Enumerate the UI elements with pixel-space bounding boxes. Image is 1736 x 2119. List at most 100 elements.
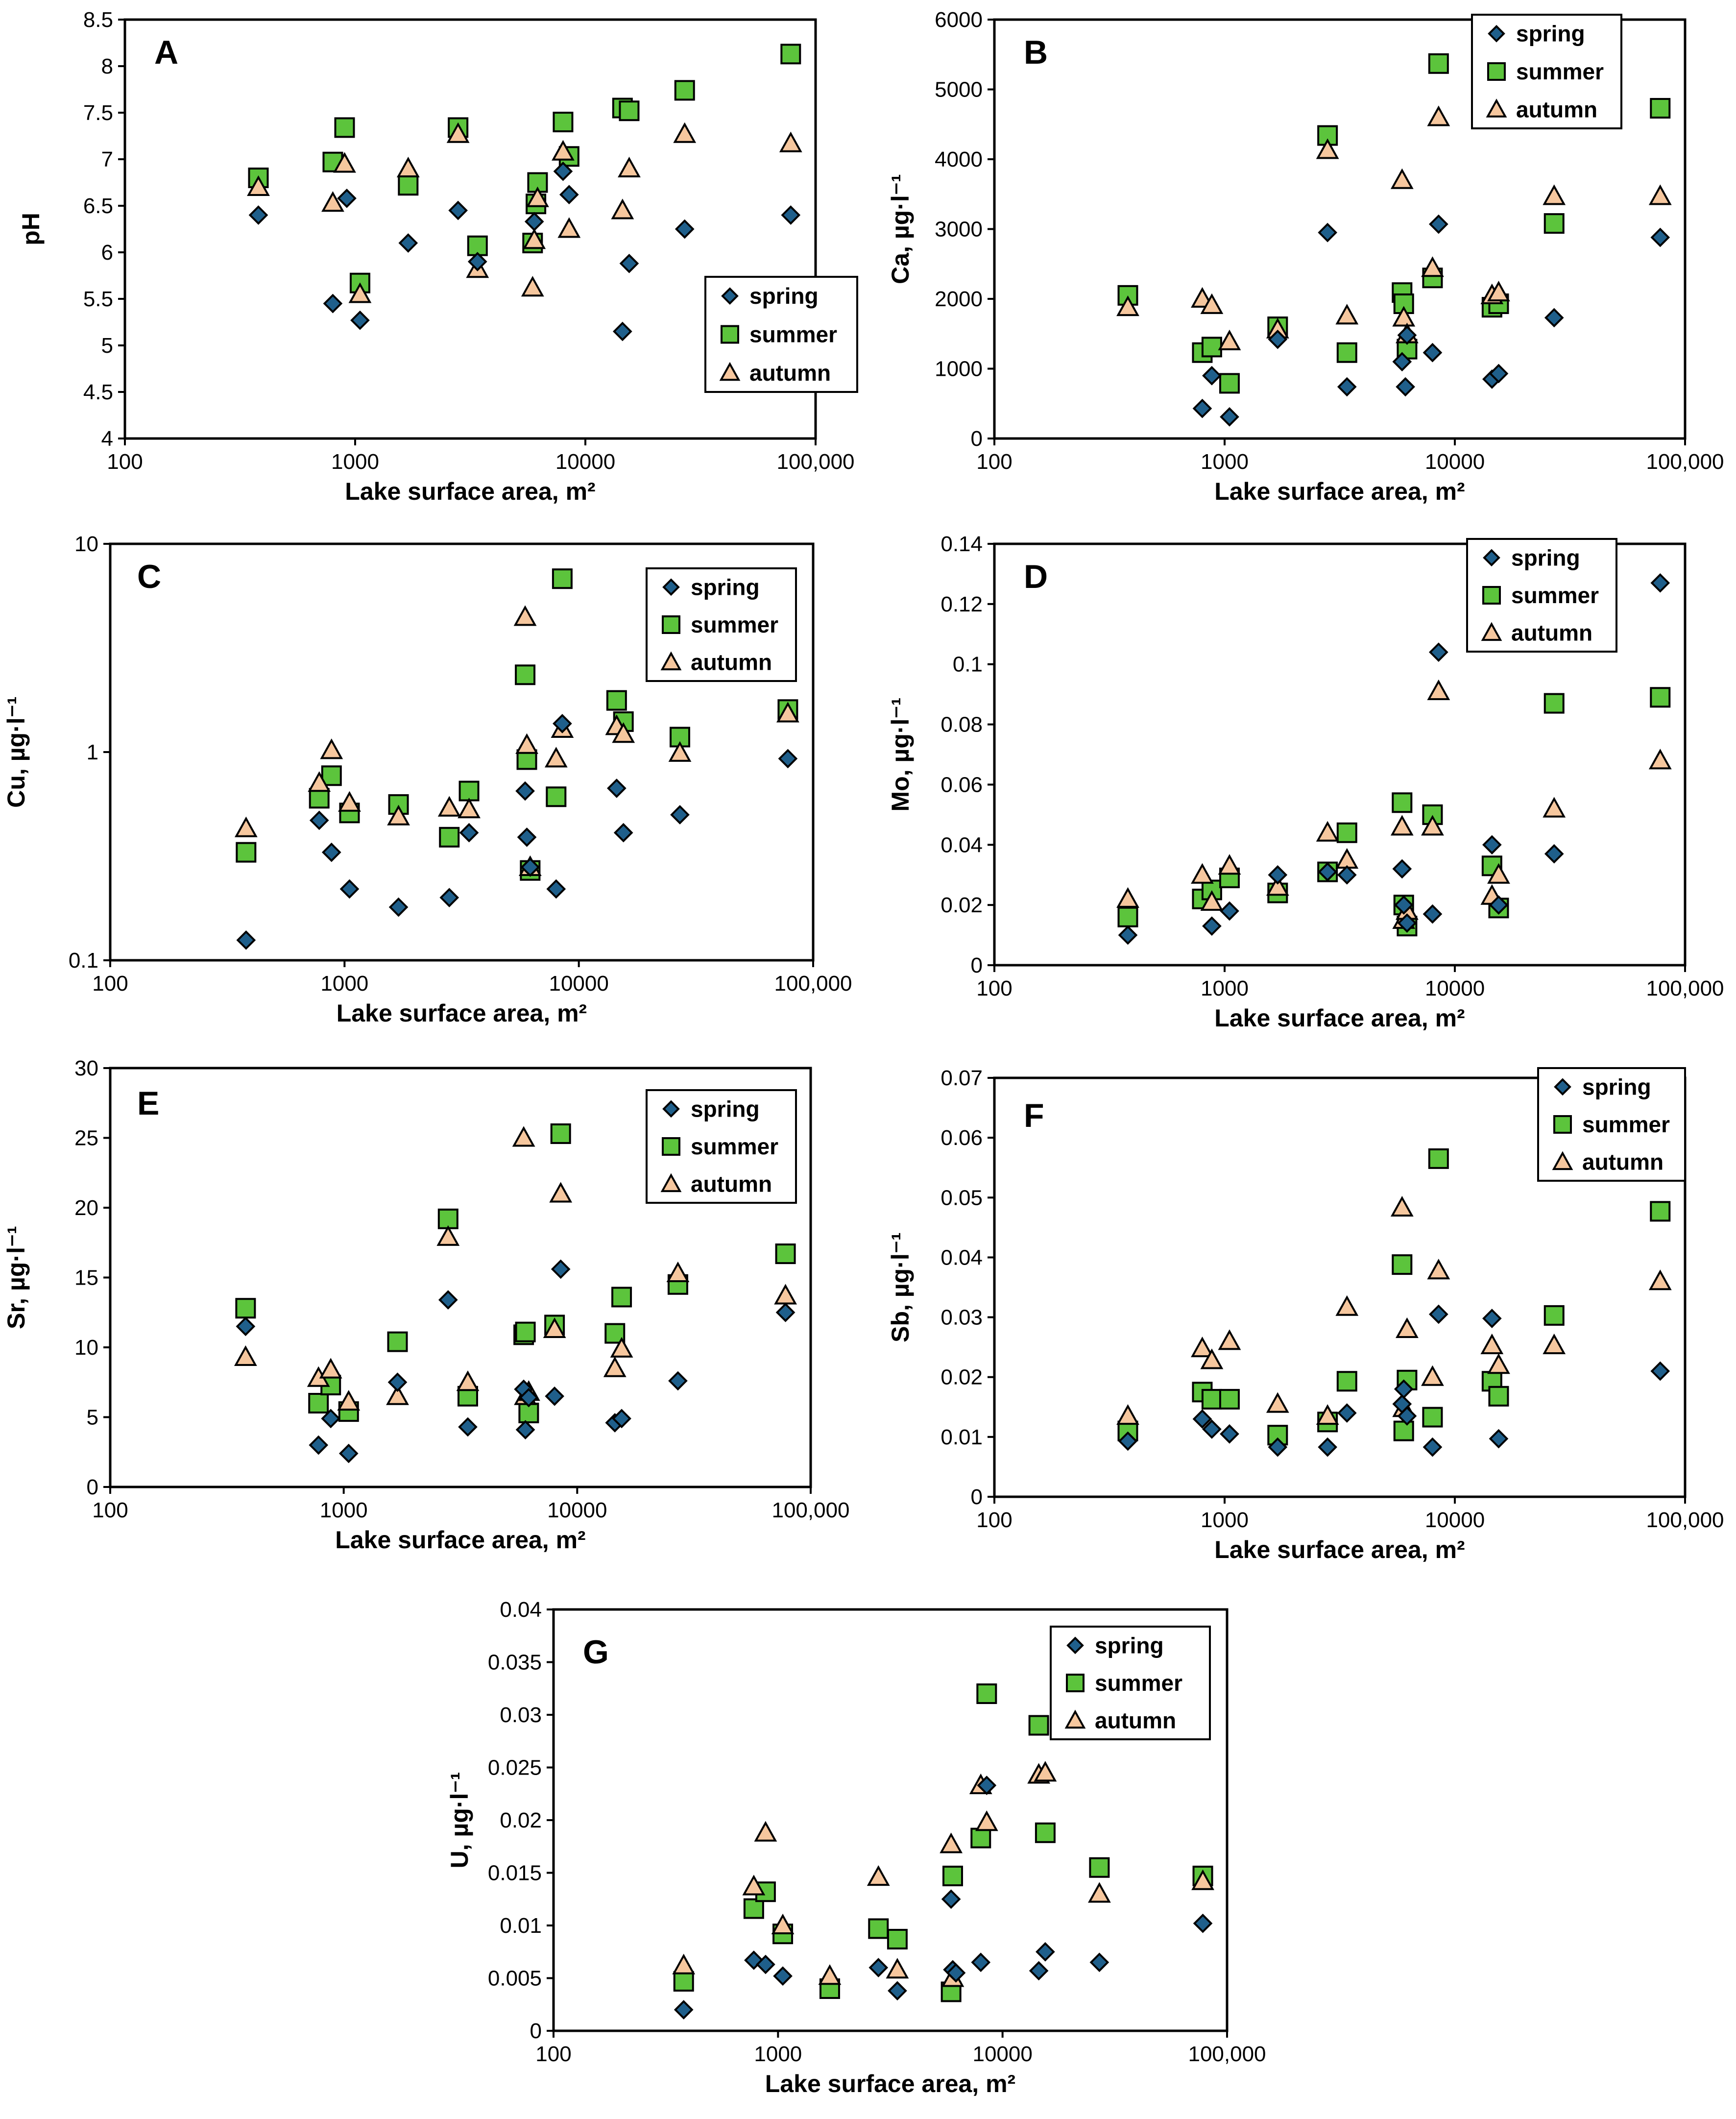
x-tick-label: 10000	[1425, 1508, 1485, 1532]
point-summer	[334, 117, 355, 138]
point-spring	[438, 1290, 458, 1310]
y-tick-label: 0.04	[940, 1245, 983, 1269]
point-spring	[524, 212, 544, 232]
x-axis-label: Lake surface area, m²	[335, 1526, 585, 1554]
panel-label: F	[1024, 1097, 1044, 1134]
y-tick-label: 0	[971, 953, 983, 977]
legend-label-summer: summer	[1516, 59, 1604, 84]
x-tick-label: 100,000	[1646, 450, 1724, 474]
x-tick-label: 1000	[320, 1498, 368, 1522]
point-summer	[1650, 1201, 1671, 1222]
legend-label-autumn: autumn	[1095, 1708, 1176, 1733]
x-tick-label: 1000	[320, 972, 368, 996]
y-tick-label: 20	[74, 1196, 98, 1220]
point-spring	[1394, 1379, 1414, 1399]
legend-label-summer: summer	[691, 1134, 778, 1159]
point-autumn	[776, 702, 799, 723]
point-summer	[1219, 373, 1240, 394]
legend-label-spring: spring	[691, 1096, 760, 1121]
point-spring	[607, 779, 627, 798]
y-tick-label: 0.07	[940, 1066, 983, 1090]
legend-marker-spring	[662, 1100, 680, 1118]
point-summer	[1336, 1371, 1357, 1392]
point-spring	[1337, 865, 1357, 885]
point-summer	[1393, 1420, 1414, 1441]
point-spring	[1220, 407, 1239, 427]
point-autumn	[1487, 281, 1510, 302]
legend-label-autumn: autumn	[691, 650, 772, 675]
point-autumn	[1421, 256, 1444, 277]
legend-marker-spring	[1066, 1636, 1084, 1655]
panel-label: C	[137, 558, 161, 595]
point-autumn	[523, 228, 546, 249]
point-spring	[773, 1966, 793, 1986]
panel-e: 100 1000 10000 100,000 0 5 10 15 20 25 30 Lake surf…	[2, 1056, 850, 1554]
point-autumn	[1116, 295, 1139, 317]
point-spring	[781, 205, 801, 225]
point-autumn	[1316, 1404, 1339, 1425]
y-tick-label: 30	[74, 1056, 98, 1080]
y-tick-label: 5	[87, 1406, 98, 1430]
point-summer	[1392, 1254, 1413, 1275]
point-spring	[613, 321, 632, 341]
y-tick-label: 6000	[935, 8, 983, 32]
y-tick-label: 0.1	[69, 949, 98, 973]
point-summer	[309, 788, 330, 809]
point-spring	[1428, 1304, 1448, 1324]
legend-marker-autumn	[660, 651, 682, 671]
plot-frame	[123, 18, 817, 440]
point-spring	[553, 161, 573, 181]
point-summer	[674, 80, 695, 101]
point-spring	[1423, 1437, 1443, 1457]
point-autumn	[1116, 1404, 1139, 1425]
point-spring	[1428, 214, 1448, 234]
point-summer	[236, 842, 257, 863]
x-axis-label: Lake surface area, m²	[1214, 1536, 1465, 1563]
point-spring	[309, 810, 329, 830]
x-tick-label: 100	[976, 1508, 1012, 1532]
legend-marker-summer	[1487, 62, 1506, 81]
point-summer	[619, 100, 640, 122]
point-spring	[612, 1409, 631, 1429]
legend-label-summer: summer	[691, 612, 778, 637]
point-autumn	[1034, 1761, 1057, 1782]
panel-label: D	[1024, 558, 1048, 595]
point-summer	[515, 664, 536, 685]
y-tick-label: 6.5	[83, 194, 113, 218]
point-spring	[1118, 925, 1138, 945]
y-tick-label: 0.035	[488, 1651, 542, 1675]
x-tick-label: 1000	[1201, 1508, 1249, 1532]
point-spring	[1428, 642, 1448, 662]
point-spring	[1268, 329, 1288, 349]
point-autumn	[774, 1284, 797, 1305]
point-spring	[1394, 895, 1414, 915]
y-tick-label: 0.01	[500, 1914, 542, 1938]
y-axis-label: U, µg·l⁻¹	[446, 1772, 473, 1869]
y-tick-label: 0	[530, 2019, 542, 2043]
point-spring	[1318, 1437, 1337, 1457]
legend-marker-autumn	[719, 362, 741, 381]
y-tick-label: 1000	[935, 357, 983, 381]
point-autumn	[319, 1358, 342, 1379]
point-spring	[941, 1889, 961, 1909]
point-autumn	[386, 1384, 409, 1405]
legend: spring summer autumn	[1537, 1067, 1686, 1182]
y-axis-label: Mo, µg·l⁻¹	[887, 698, 914, 812]
legend: spring summer autumn	[704, 276, 858, 393]
point-spring	[551, 1259, 571, 1279]
point-summer	[887, 1928, 908, 1949]
point-autumn	[886, 1958, 909, 1979]
y-tick-label: 2000	[935, 287, 983, 311]
point-autumn	[1200, 293, 1224, 314]
point-spring	[1036, 1942, 1055, 1962]
point-autumn	[672, 1953, 696, 1974]
point-spring	[1268, 1437, 1288, 1457]
point-autumn	[673, 122, 697, 143]
legend-label-summer: summer	[1095, 1670, 1182, 1696]
point-spring	[515, 1420, 535, 1439]
x-axis-label: Lake surface area, m²	[1214, 478, 1465, 505]
x-tick-label: 100	[976, 976, 1012, 1000]
point-spring	[520, 857, 540, 877]
point-autumn	[337, 1390, 361, 1411]
point-summer	[458, 780, 480, 802]
